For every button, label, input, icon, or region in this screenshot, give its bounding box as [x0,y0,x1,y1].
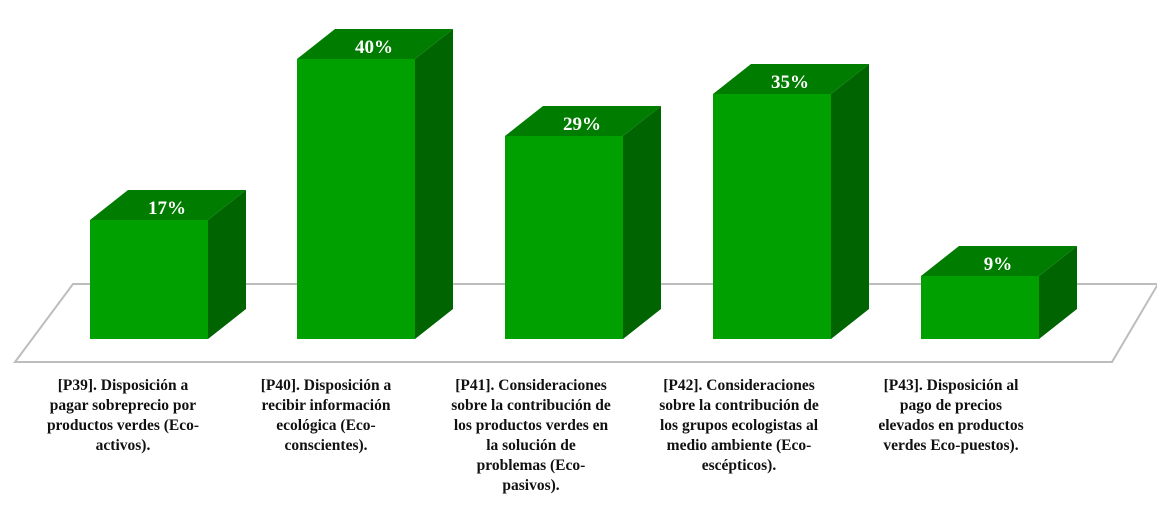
category-label-line: productos verdes (Eco- [47,417,199,434]
bar-3: 35% [713,64,869,339]
category-label-line: pasivos). [502,477,559,494]
category-label-line: sobre la contribución de [451,397,611,414]
category-label-2: [P41]. Consideraciones sobre la contribuc… [451,377,611,494]
bar-value-label: 40% [355,37,393,58]
bar-front [505,136,623,339]
bar-value-label: 29% [563,114,601,135]
category-label-1: [P40]. Disposición a recibir información e… [261,377,392,454]
category-label-line: los grupos ecologistas al [660,417,819,434]
bar-value-label: 9% [984,254,1013,275]
bar-side [831,64,869,339]
category-label-0: [P39]. Disposición a pagar sobreprecio po… [47,377,199,454]
category-labels-group: [P39]. Disposición a pagar sobreprecio po… [47,377,1024,494]
bar-side [208,190,246,339]
bars-group: 17% 40% 29% 35% 9% [90,29,1077,339]
category-label-3: [P42]. Consideraciones sobre la contribuc… [659,377,819,474]
category-label-line: recibir información [261,397,390,414]
category-label-line: [P40]. Disposición a [261,377,392,394]
category-label-line: los productos verdes en [454,417,609,434]
category-label-line: [P41]. Consideraciones [455,377,607,394]
category-label-4: [P43]. Disposición al pago de precios elev… [878,377,1023,454]
category-label-line: conscientes). [284,437,367,454]
bar-1: 40% [297,29,453,339]
bar-top [713,64,869,94]
category-label-line: sobre la contribución de [659,397,819,414]
bar-side [1039,246,1077,339]
bar-top [921,246,1077,276]
category-label-line: [P39]. Disposición a [58,377,189,394]
bar-front [921,276,1039,339]
bar-side [415,29,453,339]
category-label-line: elevados en productos [878,417,1023,434]
category-label-line: [P43]. Disposición al [884,377,1019,394]
category-label-line: la solución de [486,437,576,454]
category-label-line: escépticos). [702,457,777,474]
category-label-line: pagar sobreprecio por [50,397,197,414]
bar-value-label: 17% [148,198,186,219]
bar-top [505,106,661,136]
bar-4: 9% [921,246,1077,339]
category-label-line: pago de precios [900,397,1002,414]
category-label-line: activos). [96,437,151,454]
bar-value-label: 35% [771,72,809,93]
bar-front [90,220,208,339]
bar-0: 17% [90,190,246,339]
bar-top [297,29,453,59]
bar-front [713,94,831,339]
bar-side [623,106,661,339]
category-label-line: problemas (Eco- [477,457,586,474]
category-label-line: medio ambiente (Eco- [667,437,812,454]
category-label-line: [P42]. Consideraciones [663,377,815,394]
bar-top [90,190,246,220]
category-label-line: ecológica (Eco- [276,417,375,434]
bar-front [297,59,415,339]
bar-2: 29% [505,106,661,339]
category-label-line: verdes Eco-puestos). [883,437,1018,454]
